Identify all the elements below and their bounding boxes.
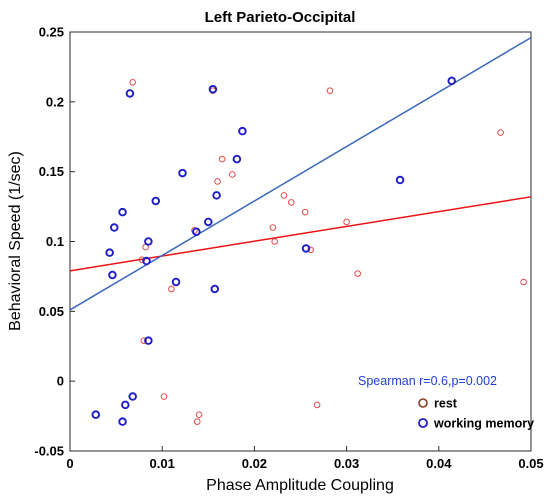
point-rest — [138, 256, 146, 263]
y-tick-label: 0 — [57, 374, 64, 389]
x-tick-label: 0.01 — [150, 456, 175, 471]
point-working-memory — [144, 336, 153, 345]
legend-label-working-memory: working memory — [433, 417, 534, 431]
point-working-memory — [171, 277, 181, 287]
x-tick-label: 0.04 — [426, 456, 452, 471]
point-working-memory — [192, 227, 201, 236]
point-rest — [193, 418, 201, 425]
point-rest — [129, 78, 136, 86]
point-rest — [160, 393, 168, 400]
point-rest — [301, 208, 309, 216]
point-working-memory — [110, 223, 119, 232]
point-rest — [228, 171, 236, 178]
point-working-memory — [212, 191, 221, 200]
point-rest — [269, 224, 277, 231]
y-tick-label: 0.25 — [39, 25, 64, 40]
point-rest — [195, 411, 203, 418]
x-axis-ticks: 0 0.01 0.02 0.03 0.04 0.05 — [66, 446, 544, 471]
point-rest — [191, 227, 198, 234]
y-tick-label: 0.1 — [46, 234, 64, 249]
point-working-memory — [178, 168, 187, 178]
y-axis-label: Behavioral Speed (1/sec) — [7, 151, 24, 331]
point-working-memory — [125, 89, 135, 98]
data-points — [91, 76, 527, 426]
point-rest — [520, 278, 527, 286]
legend-marker-working-memory — [418, 418, 428, 428]
y-tick-label: 0.2 — [46, 94, 64, 109]
point-rest — [140, 337, 148, 344]
chart-title: Left Parieto-Occipital — [205, 9, 356, 26]
y-tick-label: -0.05 — [34, 444, 64, 459]
point-working-memory — [204, 217, 213, 227]
point-rest — [280, 192, 288, 199]
point-rest — [313, 401, 321, 409]
y-tick-label: 0.15 — [39, 164, 64, 179]
point-working-memory — [232, 154, 242, 164]
point-working-memory — [108, 270, 117, 280]
spearman-annotation: Spearman r=0.6,p=0.002 — [358, 374, 497, 388]
point-working-memory — [151, 196, 160, 206]
point-working-memory — [121, 400, 130, 410]
point-rest — [343, 218, 350, 226]
point-working-memory — [144, 237, 153, 246]
point-working-memory — [105, 248, 114, 257]
x-tick-label: 0.03 — [334, 456, 359, 471]
point-working-memory — [142, 256, 151, 266]
point-rest — [168, 285, 175, 293]
legend-label-rest: rest — [434, 397, 458, 411]
x-tick-label: 0.02 — [242, 456, 267, 471]
legend: rest working memory — [418, 397, 534, 431]
point-working-memory — [301, 244, 311, 253]
point-working-memory — [238, 126, 247, 136]
point-working-memory — [208, 85, 218, 94]
point-working-memory — [118, 417, 127, 426]
point-working-memory — [447, 76, 456, 86]
point-rest — [307, 246, 314, 254]
point-rest — [218, 155, 226, 163]
point-working-memory — [91, 410, 101, 419]
point-rest — [326, 87, 334, 94]
y-axis-ticks: -0.05 0 0.05 0.1 0.15 0.2 0.25 — [34, 25, 75, 459]
point-rest — [271, 238, 278, 245]
y-tick-label: 0.05 — [39, 304, 64, 319]
x-tick-label: 0.05 — [518, 456, 543, 471]
x-tick-label: 0 — [66, 456, 73, 471]
x-axis-label: Phase Amplitude Coupling — [206, 477, 394, 494]
point-working-memory — [118, 207, 127, 217]
legend-marker-rest — [418, 398, 428, 408]
point-rest — [287, 199, 295, 206]
point-rest — [214, 178, 221, 185]
point-rest — [354, 270, 361, 277]
point-rest — [497, 129, 504, 136]
plot-area — [69, 31, 532, 452]
point-working-memory — [210, 284, 220, 294]
point-working-memory — [128, 392, 137, 401]
point-working-memory — [395, 175, 405, 185]
